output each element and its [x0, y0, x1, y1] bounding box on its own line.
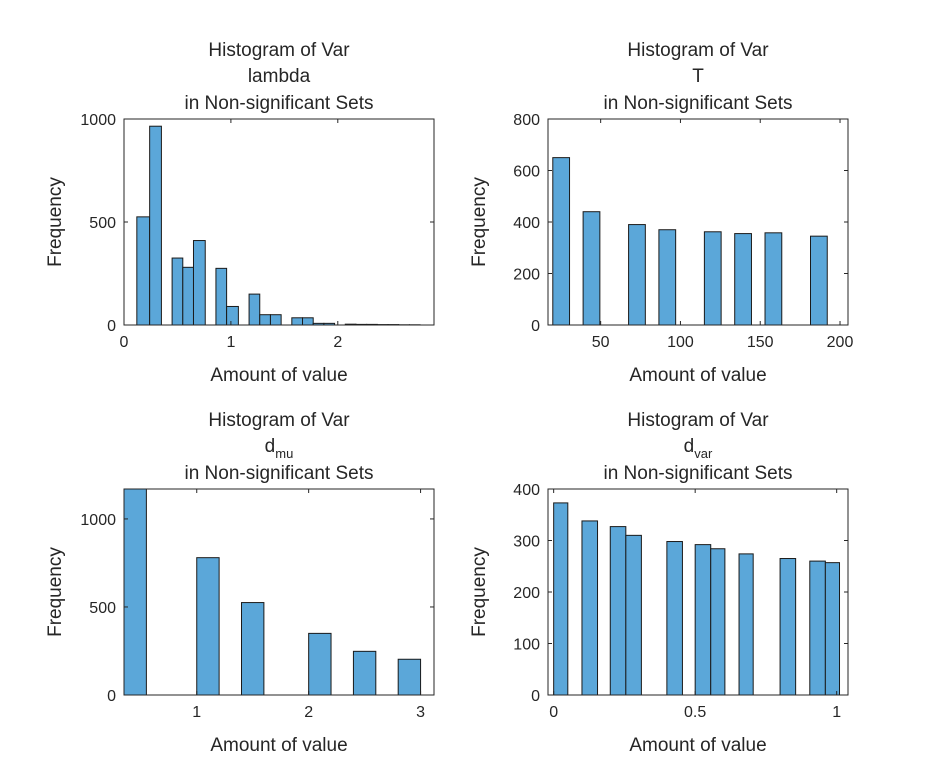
- histogram-bar: [397, 658, 422, 696]
- histogram-bar: [291, 317, 304, 326]
- x-tick-label: 1: [226, 334, 235, 351]
- histogram-bar: [582, 211, 601, 326]
- histogram-bar: [779, 558, 797, 696]
- histogram-bar: [625, 534, 642, 696]
- y-tick-label: 0: [531, 318, 540, 335]
- variable-name: T: [692, 66, 704, 87]
- histogram-bar: [609, 526, 627, 696]
- histogram-bar: [248, 293, 261, 326]
- x-axis-label: Amount of value: [210, 365, 347, 386]
- chart-title-variable: T: [692, 66, 704, 87]
- x-tick-label: 3: [416, 704, 425, 721]
- chart-title-line3: in Non-significant Sets: [184, 93, 373, 114]
- y-tick-label: 500: [89, 600, 116, 617]
- histogram-bar: [703, 231, 722, 326]
- y-tick-label: 0: [531, 688, 540, 705]
- histogram-bar: [810, 235, 828, 326]
- chart-title-line3: in Non-significant Sets: [603, 463, 792, 484]
- y-axis-label: Frequency: [45, 547, 66, 637]
- histogram-bar: [269, 314, 282, 326]
- x-tick-label: 1: [832, 704, 841, 721]
- subplot-1: 0 1 2 0 500 1000 Amount of value Frequency Histo…: [45, 40, 435, 386]
- variable-name: lambda: [248, 66, 311, 87]
- x-tick-label: 0: [120, 334, 129, 351]
- histogram-bar: [658, 229, 677, 326]
- histogram-bar: [171, 257, 184, 326]
- x-tick-label: 150: [747, 334, 774, 351]
- y-tick-label: 500: [89, 215, 116, 232]
- x-tick-label: 2: [333, 334, 342, 351]
- histogram-bar: [553, 502, 569, 696]
- histogram-bar: [764, 232, 783, 326]
- chart-title-line3: in Non-significant Sets: [603, 93, 792, 114]
- histogram-bar: [149, 125, 162, 326]
- histogram-bar: [302, 317, 314, 326]
- y-tick-label: 800: [513, 112, 540, 129]
- variable-name: d: [684, 436, 695, 457]
- chart-title-line1: Histogram of Var: [627, 410, 769, 431]
- axes-frame: [123, 488, 435, 696]
- x-tick-label: 50: [592, 334, 610, 351]
- x-tick-label: 100: [667, 334, 694, 351]
- x-tick-label: 0: [549, 704, 558, 721]
- histogram-bar: [241, 602, 265, 696]
- chart-title-variable: lambda: [248, 66, 311, 87]
- y-tick-label: 1000: [80, 512, 116, 529]
- subplot-2: 50 100 150 200 0 200 400 600 800 Amount of value F…: [469, 40, 853, 386]
- y-axis-label: Frequency: [469, 177, 490, 267]
- x-tick-label: 2: [304, 704, 313, 721]
- x-tick-label: 0.5: [684, 704, 706, 721]
- histogram-bar: [628, 224, 646, 326]
- histogram-bar: [308, 632, 332, 696]
- y-axis-label: Frequency: [45, 177, 66, 267]
- x-tick-label: 200: [827, 334, 854, 351]
- histogram-bar: [581, 520, 599, 696]
- histogram-bar: [824, 562, 841, 696]
- histogram-bar: [196, 557, 220, 696]
- histogram-bar: [694, 544, 712, 696]
- y-tick-label: 200: [513, 585, 540, 602]
- x-axis-label: Amount of value: [629, 365, 766, 386]
- y-axis-label: Frequency: [469, 547, 490, 637]
- histogram-bar: [809, 560, 826, 696]
- y-tick-label: 200: [513, 267, 540, 284]
- y-tick-label: 400: [513, 215, 540, 232]
- histogram-bar: [259, 314, 271, 326]
- chart-title-line1: Histogram of Var: [627, 40, 769, 61]
- chart-title-variable: dvar: [684, 436, 713, 461]
- histogram-bar: [666, 541, 683, 696]
- variable-subscript: var: [694, 446, 713, 461]
- y-tick-label: 0: [107, 688, 116, 705]
- y-tick-label: 1000: [80, 112, 116, 129]
- variable-subscript: mu: [275, 446, 293, 461]
- x-axis-label: Amount of value: [629, 735, 766, 756]
- histogram-bar: [182, 266, 194, 326]
- axes-frame: [123, 118, 435, 326]
- subplot-3: 1 2 3 0 500 1000 Amount of value Frequency Histo…: [45, 410, 435, 756]
- y-tick-label: 400: [513, 482, 540, 499]
- chart-title-line3: in Non-significant Sets: [184, 463, 373, 484]
- histogram-bar: [136, 216, 151, 326]
- subplot-4: 0 0.5 1 0 100 200 300 400 Amount of value Frequen…: [469, 410, 849, 756]
- y-tick-label: 300: [513, 534, 540, 551]
- histogram-bar: [734, 233, 752, 326]
- variable-name: d: [265, 436, 276, 457]
- chart-title-variable: dmu: [265, 436, 294, 461]
- x-axis-label: Amount of value: [210, 735, 347, 756]
- chart-title-line1: Histogram of Var: [208, 40, 350, 61]
- chart-title-line1: Histogram of Var: [208, 410, 350, 431]
- histogram-bar: [738, 553, 754, 696]
- histogram-bar: [226, 305, 239, 326]
- x-tick-label: 1: [192, 704, 201, 721]
- y-tick-label: 0: [107, 318, 116, 335]
- y-tick-label: 600: [513, 164, 540, 181]
- histogram-bar: [710, 548, 726, 696]
- histogram-bar: [123, 488, 147, 696]
- histogram-bar: [352, 650, 377, 696]
- histogram-bar: [192, 240, 206, 326]
- histogram-bar: [552, 157, 571, 326]
- y-tick-label: 100: [513, 637, 540, 654]
- histogram-bar: [215, 267, 228, 326]
